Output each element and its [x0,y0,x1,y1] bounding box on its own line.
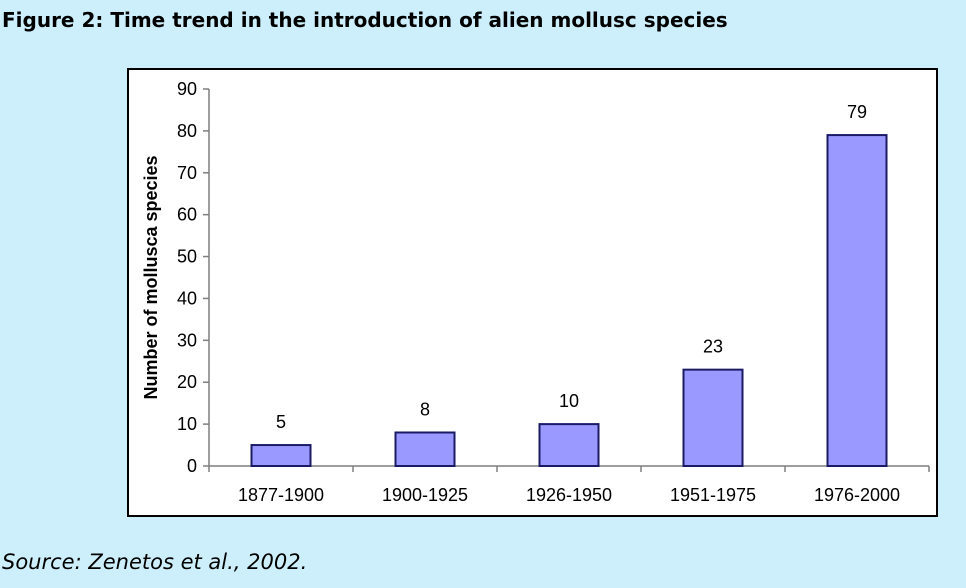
y-tick-label: 50 [177,247,197,267]
bar-1951-1975 [682,368,744,467]
y-tick-label: 40 [177,288,197,308]
y-tick-label: 60 [177,205,197,225]
data-label: 10 [559,391,579,411]
bar-1900-1925 [394,431,456,468]
source-note: Source: Zenetos et al., 2002. [2,550,308,574]
data-label: 79 [847,102,867,122]
data-label: 23 [703,337,723,357]
data-labels: 5 8 10 23 79 [276,102,867,432]
data-label: 8 [420,399,430,419]
chart-frame: 0 10 20 30 40 50 60 70 80 90 1877-1900 1900-1925 19… [127,68,938,517]
y-tick-label: 30 [177,330,197,350]
x-tick-label: 1951-1975 [670,485,756,505]
y-tick-label: 0 [187,456,197,476]
x-tick-label: 1926-1950 [526,485,612,505]
x-axis: 1877-1900 1900-1925 1926-1950 1951-1975 1976… [208,465,930,505]
y-tick-label: 80 [177,121,197,141]
y-tick-label: 70 [177,163,197,183]
y-tick-label: 20 [177,372,197,392]
x-tick-label: 1877-1900 [238,485,324,505]
y-axis-title: Number of mollusca species [141,155,161,399]
bar-1976-2000 [826,134,888,467]
bars [250,134,888,468]
bar-chart: 0 10 20 30 40 50 60 70 80 90 1877-1900 1900-1925 19… [141,79,930,505]
bar-1877-1900 [250,444,312,467]
data-label: 5 [276,412,286,432]
bar-1926-1950 [538,423,600,468]
y-axis: 0 10 20 30 40 50 60 70 80 90 [177,79,210,476]
x-tick-label: 1900-1925 [382,485,468,505]
figure-title: Figure 2: Time trend in the introduction… [2,8,728,32]
y-tick-label: 10 [177,414,197,434]
x-tick-label: 1976-2000 [814,485,900,505]
y-tick-label: 90 [177,79,197,99]
